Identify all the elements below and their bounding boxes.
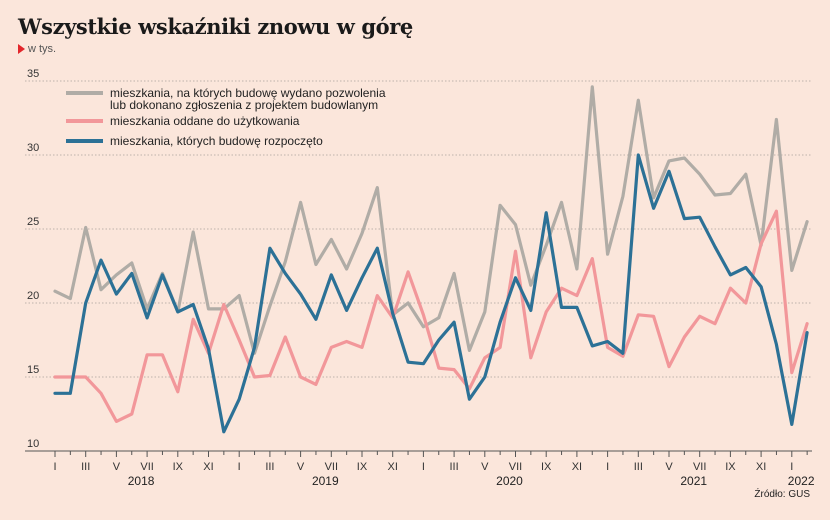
- month-label-24: I: [790, 461, 793, 473]
- month-label-9: VII: [325, 461, 338, 473]
- y-tick-label-30: 30: [27, 142, 39, 154]
- year-label-2022: 2022: [788, 474, 815, 488]
- series-line-1: [53, 85, 809, 355]
- month-label-20: V: [665, 461, 673, 473]
- unit-label: w tys.: [18, 43, 56, 55]
- series-line-2: [53, 209, 809, 423]
- grid-lines: [25, 80, 812, 452]
- month-label-0: I: [53, 461, 56, 473]
- month-label-19: III: [634, 461, 643, 473]
- month-label-7: III: [265, 461, 274, 473]
- month-label-2: V: [113, 461, 121, 473]
- unit-text: w tys.: [28, 43, 57, 55]
- legend-label-3-1: mieszkania, których budowę rozpoczęto: [110, 134, 323, 148]
- series-line-3: [53, 153, 809, 434]
- series-lines: [53, 85, 809, 434]
- month-label-21: VII: [693, 461, 706, 473]
- y-tick-label-20: 20: [27, 290, 39, 302]
- y-tick-label-25: 25: [27, 216, 39, 228]
- triangle-marker-icon: [18, 44, 25, 54]
- month-label-14: V: [481, 461, 489, 473]
- year-label-2019: 2019: [312, 474, 339, 488]
- month-label-12: I: [422, 461, 425, 473]
- y-tick-label-15: 15: [27, 364, 39, 376]
- month-label-1: III: [81, 461, 90, 473]
- month-label-16: IX: [541, 461, 552, 473]
- source-note: Źródło: GUS: [754, 489, 810, 500]
- month-label-11: XI: [387, 461, 397, 473]
- legend-label-2-1: mieszkania oddane do użytkowania: [110, 114, 300, 128]
- chart-title: Wszystkie wskaźniki znowu w górę: [18, 14, 413, 39]
- year-label-2020: 2020: [496, 474, 523, 488]
- month-label-3: VII: [140, 461, 153, 473]
- month-label-13: III: [450, 461, 459, 473]
- x-axis: I III V VII IX XI I III V VII IX XI I III V VII IX XI I III…: [53, 451, 815, 488]
- legend: mieszkania, na których budowę wydano poz…: [66, 86, 386, 148]
- month-label-10: IX: [357, 461, 368, 473]
- month-label-18: I: [606, 461, 609, 473]
- y-axis-ticks: 10 15 20 25 30 35: [27, 68, 39, 450]
- month-label-8: V: [297, 461, 305, 473]
- y-tick-label-10: 10: [27, 438, 39, 450]
- y-tick-label-35: 35: [27, 68, 39, 80]
- legend-label-1-1: mieszkania, na których budowę wydano poz…: [110, 86, 386, 100]
- year-label-2021: 2021: [680, 474, 707, 488]
- year-label-2018: 2018: [128, 474, 155, 488]
- month-label-15: VII: [509, 461, 522, 473]
- month-label-4: IX: [173, 461, 184, 473]
- month-label-17: XI: [572, 461, 582, 473]
- legend-label-1-2: lub dokonano zgłoszenia z projektem budo…: [110, 98, 378, 112]
- month-label-22: IX: [725, 461, 736, 473]
- month-label-23: XI: [756, 461, 766, 473]
- month-label-6: I: [238, 461, 241, 473]
- month-label-5: XI: [203, 461, 213, 473]
